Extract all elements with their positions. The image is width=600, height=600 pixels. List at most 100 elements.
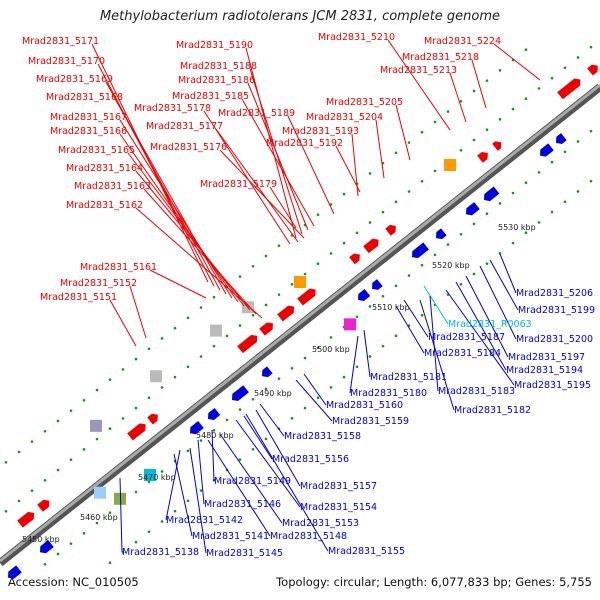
ruler-dot: [277, 244, 281, 247]
gene-label[interactable]: Mrad2831_5195: [514, 380, 591, 391]
gene-label[interactable]: Mrad2831_R0063: [448, 319, 532, 330]
gene-label[interactable]: Mrad2831_5182: [454, 405, 531, 416]
gene-label[interactable]: Mrad2831_5189: [218, 108, 295, 119]
ruler-dot: [147, 396, 151, 400]
gene-label[interactable]: Mrad2831_5188: [180, 61, 257, 72]
ruler-dot: [134, 490, 138, 494]
gene-label[interactable]: Mrad2831_5163: [74, 181, 151, 192]
gene-label[interactable]: Mrad2831_5192: [266, 138, 343, 149]
gene-label[interactable]: Mrad2831_5187: [428, 332, 505, 343]
gene-label[interactable]: Mrad2831_5180: [350, 388, 427, 399]
ruler-dot: [173, 326, 177, 330]
gene-label[interactable]: Mrad2831_5168: [46, 92, 123, 103]
gene-label[interactable]: Mrad2831_5158: [284, 431, 361, 442]
gene-label[interactable]: Mrad2831_5213: [380, 65, 457, 76]
gene-label[interactable]: Mrad2831_5149: [214, 476, 291, 487]
gene-label[interactable]: Mrad2831_5145: [206, 548, 283, 559]
leader-line: [471, 59, 487, 109]
ruler-dot: [355, 315, 359, 319]
gene-label[interactable]: Mrad2831_5157: [300, 481, 377, 492]
forward-gene: [557, 78, 581, 100]
gene-label[interactable]: Mrad2831_5190: [176, 40, 253, 51]
leader-line: [243, 415, 273, 460]
gene-label[interactable]: Mrad2831_5205: [326, 97, 403, 108]
ruler-dot: [277, 377, 281, 380]
gene-label[interactable]: Mrad2831_5165: [58, 145, 135, 156]
gene-label[interactable]: Mrad2831_5218: [402, 52, 479, 63]
leader-line: [455, 281, 507, 371]
ruler-dot: [147, 480, 151, 484]
reverse-gene: [412, 242, 429, 259]
gene-label[interactable]: Mrad2831_5197: [508, 352, 585, 363]
leader-line: [245, 47, 297, 239]
gene-label[interactable]: Mrad2831_5164: [66, 163, 143, 174]
ruler-dot: [394, 334, 398, 338]
gene-label[interactable]: Mrad2831_5170: [28, 56, 105, 67]
ruler-dot: [56, 468, 60, 472]
forward-gene: [237, 334, 258, 354]
ruler-dot: [550, 160, 554, 164]
gene-label[interactable]: Mrad2831_5156: [272, 454, 349, 465]
ruler-dot: [420, 263, 424, 267]
gene-label[interactable]: Mrad2831_5179: [200, 179, 277, 190]
ruler-dot: [368, 172, 372, 175]
gene-label[interactable]: Mrad2831_5161: [80, 262, 157, 273]
gene-label[interactable]: Mrad2831_5141: [192, 531, 269, 542]
gene-label[interactable]: Mrad2831_5155: [328, 546, 405, 557]
gene-label[interactable]: Mrad2831_5160: [326, 400, 403, 411]
leader-line: [423, 285, 449, 325]
gene-label[interactable]: Mrad2831_5176: [150, 142, 227, 153]
gene-label[interactable]: Mrad2831_5159: [332, 416, 409, 427]
ruler-dot: [576, 56, 580, 59]
gene-label[interactable]: Mrad2831_5169: [36, 74, 113, 85]
gene-label[interactable]: Mrad2831_5193: [282, 126, 359, 137]
leader-line: [165, 449, 181, 521]
gene-label[interactable]: Mrad2831_5184: [424, 348, 501, 359]
gene-label[interactable]: Mrad2831_5199: [518, 305, 595, 316]
gene-label[interactable]: Mrad2831_5151: [40, 292, 117, 303]
ruler-dot: [43, 563, 47, 566]
ruler-dot: [43, 479, 47, 482]
ruler-dot: [43, 430, 47, 433]
gene-label[interactable]: Mrad2831_5200: [516, 334, 593, 345]
gene-label[interactable]: Mrad2831_5178: [134, 103, 211, 114]
gene-label[interactable]: Mrad2831_5194: [506, 365, 583, 376]
ruler-dot: [212, 295, 216, 299]
ruler-dot: [342, 192, 346, 196]
gene-label[interactable]: Mrad2831_5183: [438, 386, 515, 397]
ruler-dot: [69, 409, 73, 412]
gene-label[interactable]: Mrad2831_5210: [318, 32, 395, 43]
leader-line: [255, 409, 301, 487]
ruler-dot: [238, 275, 242, 278]
gene-label[interactable]: Mrad2831_5186: [178, 75, 255, 86]
leader-line: [235, 419, 301, 508]
gene-label[interactable]: Mrad2831_5154: [300, 502, 377, 513]
gene-label[interactable]: Mrad2831_5148: [270, 531, 347, 542]
ruler-dot: [238, 324, 242, 327]
gene-label[interactable]: Mrad2831_5204: [306, 112, 383, 123]
gene-label[interactable]: Mrad2831_5181: [370, 372, 447, 383]
scale-tick-label: 5460 kbp: [80, 513, 118, 522]
gene-label[interactable]: Mrad2831_5138: [122, 547, 199, 558]
ruler-dot: [82, 532, 86, 535]
leader-line: [197, 439, 205, 505]
gene-label[interactable]: Mrad2831_5162: [66, 200, 143, 211]
gene-label[interactable]: Mrad2831_5153: [282, 518, 359, 529]
ruler-dot: [264, 437, 268, 441]
gene-label[interactable]: Mrad2831_5167: [50, 112, 127, 123]
leader-line: [445, 289, 515, 386]
gene-label[interactable]: Mrad2831_5224: [424, 36, 501, 47]
gene-label[interactable]: Mrad2831_5206: [516, 288, 593, 299]
leader-line: [493, 43, 541, 81]
gene-label[interactable]: Mrad2831_5177: [146, 121, 223, 132]
gene-label[interactable]: Mrad2831_5185: [172, 91, 249, 102]
ruler-dot: [225, 334, 229, 338]
gene-label[interactable]: Mrad2831_5142: [166, 515, 243, 526]
gene-label[interactable]: Mrad2831_5166: [50, 126, 127, 137]
ruler-dot: [303, 406, 307, 410]
gene-label[interactable]: Mrad2831_5171: [22, 36, 99, 47]
leader-line: [119, 119, 233, 299]
gene-label[interactable]: Mrad2831_5146: [204, 499, 281, 510]
gene-label[interactable]: Mrad2831_5152: [60, 278, 137, 289]
gene-block: [210, 324, 222, 337]
